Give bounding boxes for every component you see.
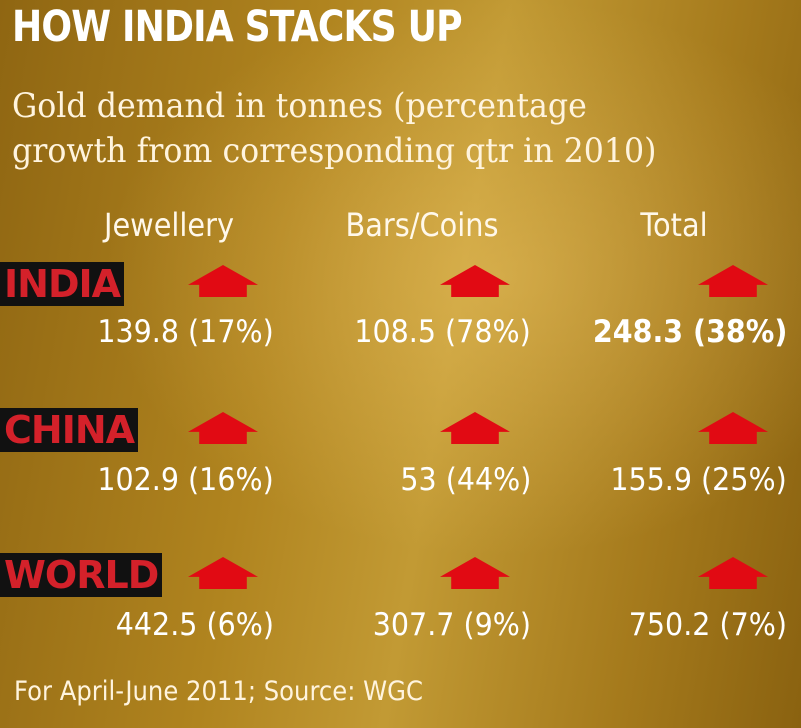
growth-arrow-icon: [698, 265, 768, 297]
growth-arrow-icon: [188, 412, 258, 444]
page-title: HOW INDIA STACKS UP: [12, 2, 463, 52]
growth-arrow-icon: [698, 412, 768, 444]
column-header-bars-coins: Bars/Coins: [345, 206, 499, 244]
india-bars-coins-value: 108.5 (78%): [354, 314, 531, 350]
growth-arrow-icon: [440, 412, 510, 444]
world-bars-coins-value: 307.7 (9%): [372, 607, 531, 643]
subtitle: Gold demand in tonnes (percentage growth…: [12, 84, 656, 174]
china-total-value: 155.9 (25%): [610, 462, 787, 498]
region-label-world: WORLD: [0, 553, 163, 597]
source-note: For April-June 2011; Source: WGC: [14, 676, 423, 707]
world-jewellery-value: 442.5 (6%): [115, 607, 274, 643]
region-label-india: INDIA: [0, 262, 125, 306]
growth-arrow-icon: [440, 265, 510, 297]
growth-arrow-icon: [698, 557, 768, 589]
china-jewellery-value: 102.9 (16%): [97, 462, 274, 498]
growth-arrow-icon: [440, 557, 510, 589]
growth-arrow-icon: [188, 557, 258, 589]
india-jewellery-value: 139.8 (17%): [97, 314, 274, 350]
column-header-total: Total: [640, 206, 708, 244]
china-bars-coins-value: 53 (44%): [399, 462, 531, 498]
column-header-jewellery: Jewellery: [103, 206, 235, 244]
growth-arrow-icon: [188, 265, 258, 297]
india-total-value: 248.3 (38%): [592, 314, 787, 350]
subtitle-line-1: Gold demand in tonnes (percentage: [12, 86, 587, 126]
region-label-china: CHINA: [0, 408, 139, 452]
world-total-value: 750.2 (7%): [628, 607, 787, 643]
subtitle-line-2: growth from corresponding qtr in 2010): [12, 131, 657, 171]
